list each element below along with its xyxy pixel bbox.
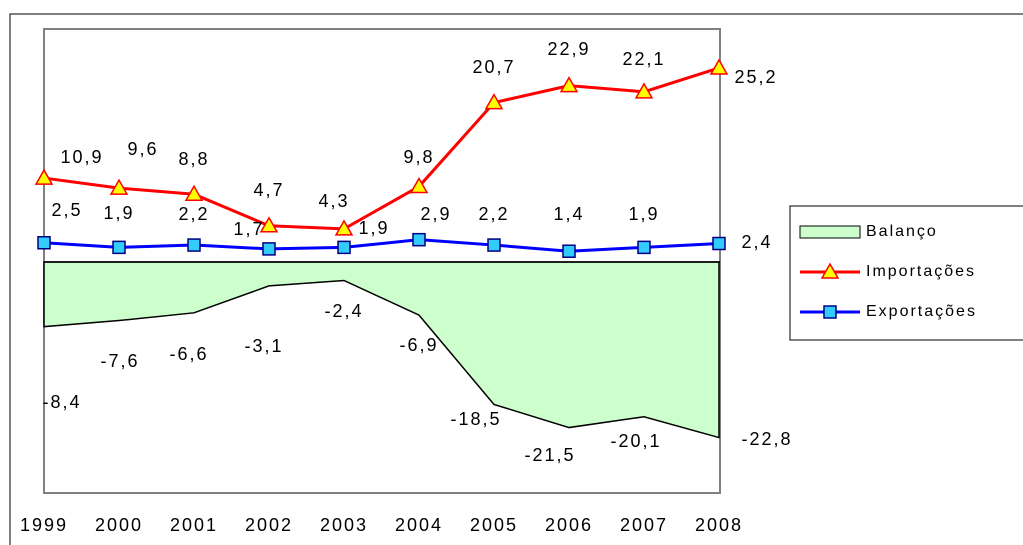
legend-label: Exportações: [866, 303, 977, 320]
data-label: 2,5: [51, 200, 82, 220]
marker: [559, 76, 579, 93]
x-tick-label: 2008: [695, 515, 743, 535]
data-label: 1,9: [628, 204, 659, 224]
data-label: 2,9: [420, 204, 451, 224]
x-tick-label: 2005: [470, 515, 518, 535]
data-label: 10,9: [60, 147, 103, 167]
data-label: -21,5: [524, 445, 575, 465]
data-label: 22,1: [622, 49, 665, 69]
x-tick-label: 2002: [245, 515, 293, 535]
marker: [34, 168, 54, 185]
line: [43, 66, 720, 231]
data-label: -6,6: [169, 344, 208, 364]
data-label: 2,4: [741, 232, 772, 252]
marker: [262, 242, 276, 256]
marker: [484, 93, 504, 110]
marker: [334, 219, 354, 236]
marker: [487, 238, 501, 252]
marker: [712, 236, 726, 251]
marker: [637, 240, 651, 255]
data-label: -18,5: [450, 409, 501, 429]
marker: [187, 238, 201, 252]
data-label: -7,6: [100, 351, 139, 371]
line: [43, 238, 720, 253]
data-label: 1,4: [553, 204, 584, 224]
data-label: -6,9: [399, 335, 438, 355]
x-tick-label: 2000: [95, 515, 143, 535]
data-label: -20,1: [610, 431, 661, 451]
x-tick-label: 2006: [545, 515, 593, 535]
marker: [634, 82, 654, 99]
x-tick-label: 2003: [320, 515, 368, 535]
data-label: 22,9: [547, 39, 590, 59]
data-label: 9,8: [403, 147, 434, 167]
legend-swatch: [799, 225, 861, 239]
data-label: 25,2: [734, 67, 777, 87]
marker: [37, 236, 51, 250]
data-label: 2,2: [478, 204, 509, 224]
data-label: 9,6: [127, 139, 158, 159]
marker: [184, 184, 204, 201]
x-tick-label: 2001: [170, 515, 218, 535]
marker: [337, 240, 351, 255]
marker: [412, 232, 426, 247]
data-label: -2,4: [324, 301, 363, 321]
marker: [109, 178, 129, 195]
x-tick-label: 2004: [395, 515, 443, 535]
data-label: 1,7: [233, 219, 264, 239]
data-label: 8,8: [178, 149, 209, 169]
data-label: -22,8: [741, 429, 792, 449]
plot-area: [43, 28, 721, 494]
data-label: 4,7: [253, 180, 284, 200]
data-label: 2,2: [178, 204, 209, 224]
marker: [259, 216, 279, 233]
data-label: -3,1: [244, 336, 283, 356]
area: [43, 261, 720, 439]
legend: Balanço Importações Exportações: [789, 205, 1023, 341]
data-label: 1,9: [358, 218, 389, 238]
legend-marker: [823, 305, 837, 319]
legend-marker: [820, 262, 840, 279]
data-label: 20,7: [472, 57, 515, 77]
marker: [562, 244, 576, 258]
marker: [409, 177, 429, 194]
data-label: -8,4: [42, 392, 81, 412]
x-tick-label: 2007: [620, 515, 668, 535]
x-tick-label: 1999: [20, 515, 68, 535]
marker: [112, 240, 126, 255]
legend-label: Balanço: [866, 223, 938, 240]
data-label: 4,3: [318, 191, 349, 211]
data-label: 1,9: [103, 203, 134, 223]
legend-label: Importações: [866, 263, 976, 280]
marker: [709, 58, 729, 75]
